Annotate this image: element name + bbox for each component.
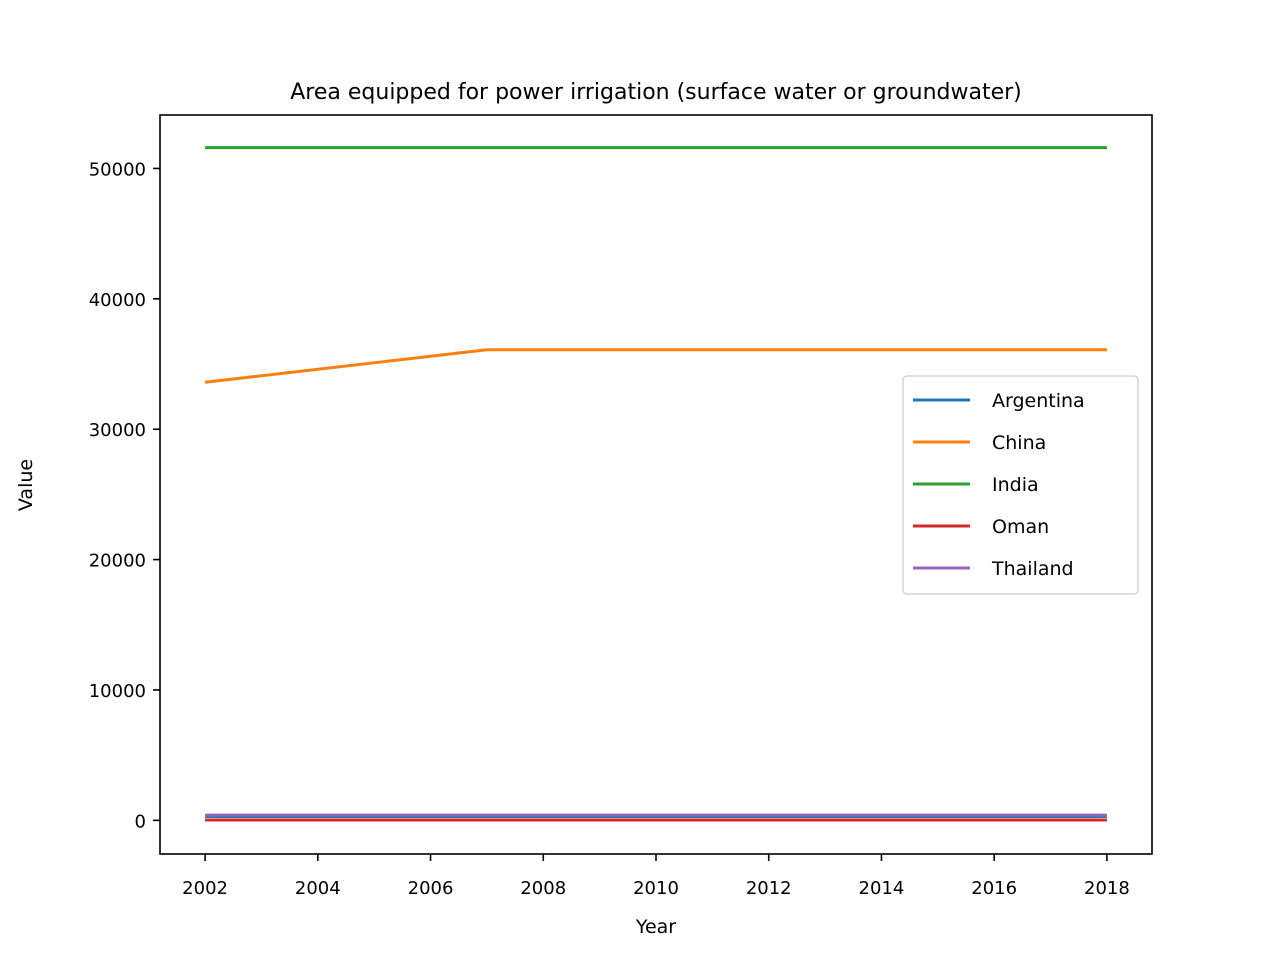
y-tick-label: 20000	[89, 551, 146, 572]
legend-entry: China	[992, 432, 1046, 454]
series-line-china	[204, 348, 1107, 384]
legend-entry: India	[992, 474, 1039, 496]
legend-box	[902, 375, 1139, 595]
y-axis: 0 10000 20000 30000 40000 50000	[89, 159, 160, 832]
x-tick-label: 2012	[746, 878, 792, 899]
x-axis-label: Year	[635, 916, 676, 938]
legend-entry: Argentina	[992, 390, 1085, 412]
y-tick-label: 10000	[89, 681, 146, 702]
y-tick-label: 50000	[89, 159, 146, 180]
x-axis: 2002 2004 2006 2008 2010 2012 2014 2016 2018	[182, 854, 1130, 899]
x-tick-label: 2006	[408, 878, 454, 899]
series-layer	[204, 146, 1107, 822]
y-tick-label: 0	[135, 811, 146, 832]
x-tick-label: 2018	[1084, 878, 1130, 899]
chart-title: Area equipped for power irrigation (surf…	[290, 80, 1022, 105]
x-tick-label: 2014	[859, 878, 905, 899]
x-tick-label: 2008	[520, 878, 566, 899]
legend: Argentina China India Oman Thailand	[902, 375, 1139, 595]
x-tick-label: 2016	[971, 878, 1017, 899]
x-tick-label: 2010	[633, 878, 679, 899]
x-tick-label: 2004	[295, 878, 341, 899]
x-tick-label: 2002	[182, 878, 228, 899]
legend-entry: Oman	[992, 516, 1049, 538]
y-axis-label: Value	[15, 459, 37, 511]
y-tick-label: 30000	[89, 420, 146, 441]
y-tick-label: 40000	[89, 290, 146, 311]
legend-entry: Thailand	[991, 558, 1074, 580]
